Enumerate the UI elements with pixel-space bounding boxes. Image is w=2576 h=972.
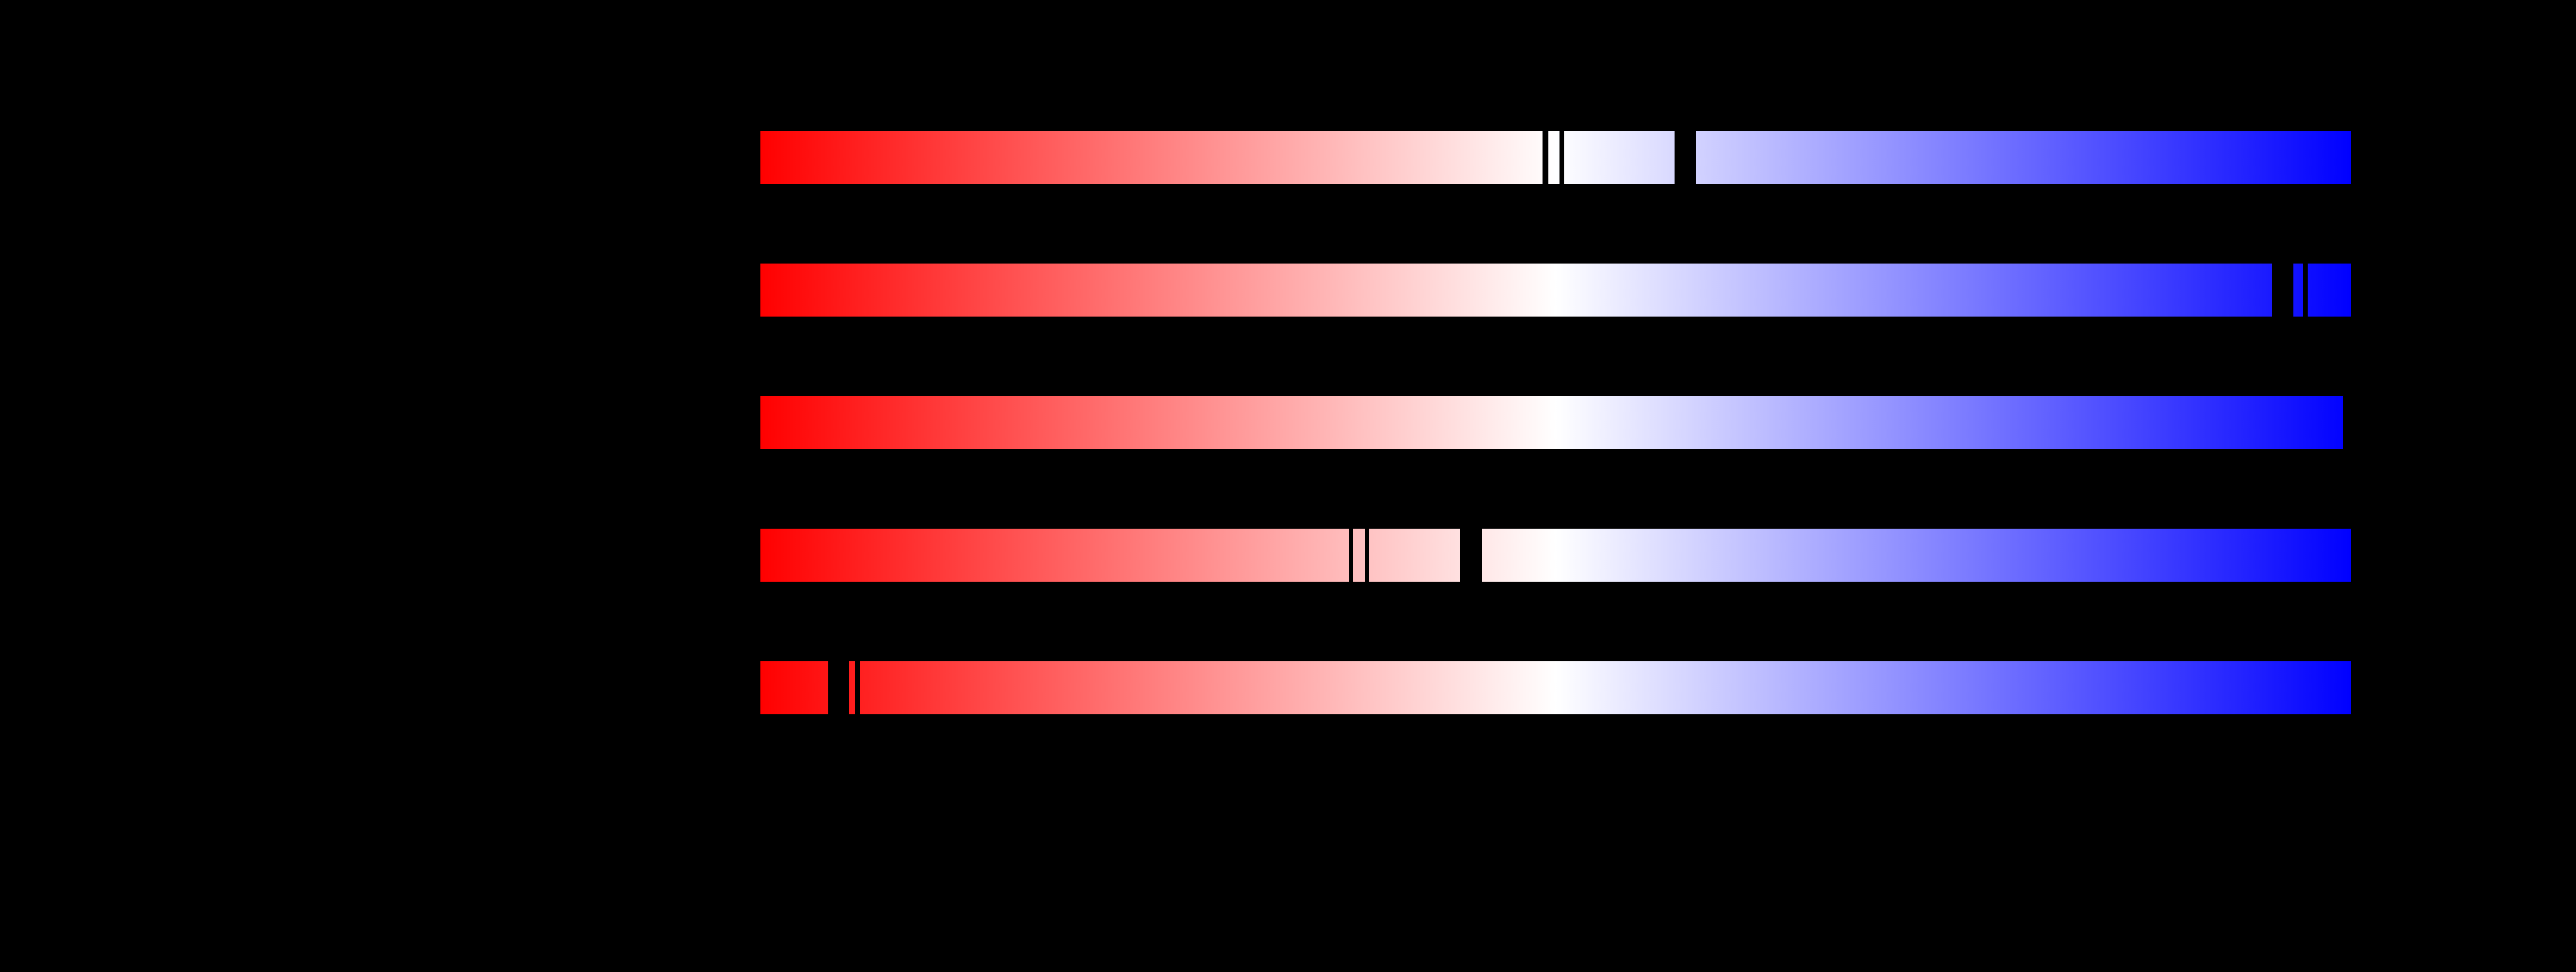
bar-segment (1696, 131, 2351, 184)
bar-segment (1548, 131, 1559, 184)
bar-segment (1353, 529, 1365, 582)
bar-segment (760, 661, 828, 714)
gradient-bar-3 (760, 396, 2351, 449)
gradient-bar-2 (760, 264, 2351, 317)
bar-segment (1369, 529, 1460, 582)
bar-segment (760, 131, 1543, 184)
bar-segment (760, 396, 2343, 449)
bar-segment (1482, 529, 2351, 582)
gradient-bar-1 (760, 131, 2351, 184)
gradient-bar-4 (760, 529, 2351, 582)
bar-segment (1564, 131, 1675, 184)
bar-segment (860, 661, 2351, 714)
bar-segment (2293, 264, 2303, 317)
gradient-bar-5 (760, 661, 2351, 714)
bar-segment (760, 529, 1349, 582)
bar-segment (2308, 264, 2351, 317)
bar-segment (760, 264, 2272, 317)
bar-segment (849, 661, 855, 714)
